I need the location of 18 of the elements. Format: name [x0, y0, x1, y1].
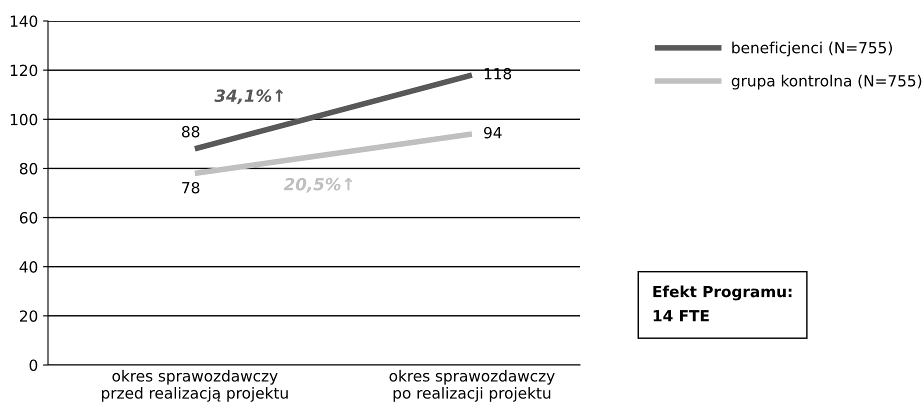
data-label: 78 [182, 182, 200, 194]
data-label: 88 [182, 126, 200, 138]
x-tick-label: okres sprawozdawczy przed realizacją projektu [102, 370, 288, 402]
legend-label: beneficjenci (N=755) [732, 42, 892, 56]
y-tick-label: 20 [20, 310, 38, 322]
y-tick-label: 40 [20, 261, 38, 273]
annotation: 20,5%↑ [284, 178, 352, 193]
legend-label: grupa kontrolna (N=755) [732, 74, 922, 90]
annotation: 34,1%↑ [214, 89, 283, 104]
x-tick-label: okres sprawozdawczy po realizacji projektu [390, 370, 555, 402]
y-tick-label: 100 [10, 114, 38, 126]
data-label: 94 [484, 126, 502, 138]
y-tick-label: 140 [10, 15, 38, 28]
y-tick-label: 60 [20, 212, 38, 224]
y-tick-label: 80 [20, 162, 38, 174]
y-tick-label: 0 [30, 359, 38, 372]
y-tick-label: 120 [10, 64, 38, 76]
text: Efekt Programu: 14 FTE [653, 286, 792, 322]
